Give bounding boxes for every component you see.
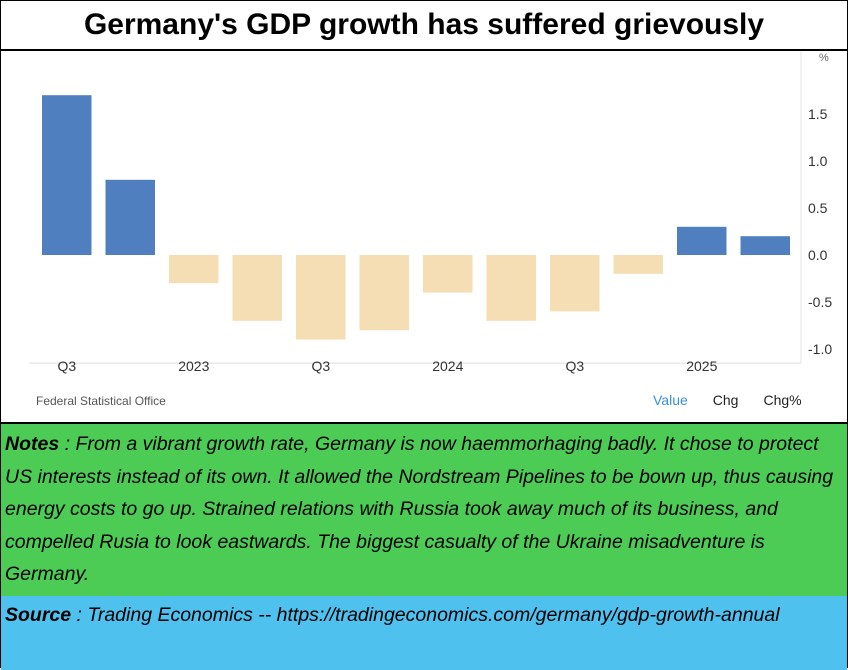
y-tick-label: 1.0 [808,153,828,169]
bar-10 [677,226,727,255]
chart-source-label: Federal Statistical Office [36,394,166,408]
source-text: : Trading Economics -- https://tradingec… [71,604,780,626]
bar-1 [105,179,155,255]
bar-5 [359,255,409,331]
bar-6 [423,255,473,293]
chart-view-tabs: Value Chg Chg% [653,392,827,408]
y-tick-label: 1.5 [808,106,828,122]
y-axis-ticks: 1.5 1.0 0.5 0.0 -0.5 -1.0 [808,106,832,357]
source-label: Source [5,604,72,626]
gdp-bar-chart: 1.51.00.50.0-0.5-1.0 Q3 2023 Q3 2024 Q3 2025 … [29,51,832,374]
bar-11 [740,236,790,255]
chart-grid [29,51,802,364]
source-box: Source : Trading Economics -- https://tr… [1,596,847,670]
notes-label: Notes [5,433,60,455]
notes-text: : From a vibrant growth rate, Germany is… [5,433,834,585]
y-unit-label: % [819,52,829,64]
notes-box: Notes : From a vibrant growth rate, Germ… [1,422,847,602]
page-title: Germany's GDP growth has suffered grievo… [1,1,847,51]
bar-2 [169,255,219,284]
x-tick-label: Q3 [565,358,584,374]
y-tick-label: -1.0 [808,341,832,357]
y-tick-label: -0.5 [808,294,832,310]
bar-4 [296,255,346,340]
x-tick-label: 2024 [432,358,463,374]
tab-value[interactable]: Value [653,392,688,408]
bar-0 [42,95,92,255]
x-tick-label: 2023 [178,358,209,374]
x-tick-label: Q3 [57,358,76,374]
x-tick-label: Q3 [311,358,330,374]
y-tick-label: 0.0 [808,247,828,263]
chart-panel: 1.5 1.0 0.5 0.0 -0.5 -1.0 Q3 2023 Q3 2024 Q3 2025 … [1,51,847,422]
chart-bars [42,95,790,340]
x-tick-label: 2025 [686,358,717,374]
tab-chg-percent[interactable]: Chg% [763,392,802,408]
x-axis-ticks: Q3 2023 Q3 2024 Q3 2025 [57,358,717,374]
bar-7 [486,255,536,321]
tab-chg[interactable]: Chg [712,392,739,408]
bar-8 [550,255,600,312]
bar-9 [613,255,663,274]
y-tick-label: 0.5 [808,200,828,216]
bar-3 [232,255,282,321]
